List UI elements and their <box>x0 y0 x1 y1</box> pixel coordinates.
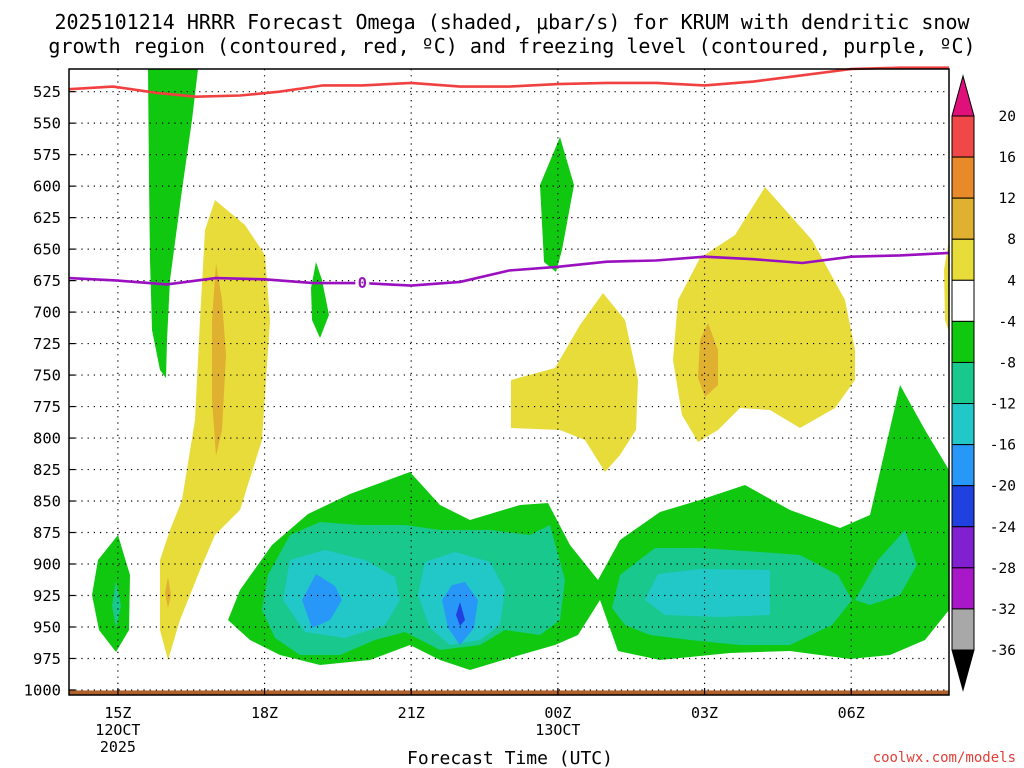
colorbar-band-9 <box>951 485 975 528</box>
y-tick-label-1000: 1000 <box>24 681 61 699</box>
x-axis-label: Forecast Time (UTC) <box>407 748 613 768</box>
omega-green-cell-left <box>92 535 130 652</box>
colorbar-band-2 <box>951 197 975 240</box>
colorbar-label-4: 4 <box>1007 273 1016 289</box>
colorbar-label-7: -12 <box>990 397 1016 413</box>
colorbar-band-10 <box>951 526 975 569</box>
colorbar-label-1: 16 <box>999 150 1016 166</box>
colorbar-top-arrow <box>951 74 975 117</box>
y-tick-label-575: 575 <box>33 146 61 164</box>
y-tick-label-800: 800 <box>33 430 61 448</box>
y-tick-label-875: 875 <box>33 524 61 542</box>
y-tick-label-600: 600 <box>33 178 61 196</box>
colorbar-label-8: -16 <box>990 438 1016 454</box>
y-tick-label-700: 700 <box>33 304 61 322</box>
y-tick-label-675: 675 <box>33 272 61 290</box>
omega-yellow-mid-cell <box>511 293 638 472</box>
colorbar-label-2: 12 <box>999 191 1016 207</box>
colorbar-bottom-arrow <box>951 649 975 692</box>
y-tick-label-650: 650 <box>33 241 61 259</box>
x-tick-label-0-2: 2025 <box>100 738 136 756</box>
chart-title-line-1: 2025101214 HRRR Forecast Omega (shaded, … <box>54 10 970 34</box>
colorbar-label-10: -24 <box>990 520 1016 536</box>
x-tick-label-5-0: 06Z <box>838 704 865 722</box>
x-tick-label-4-0: 03Z <box>691 704 718 722</box>
omega-green-cell-small-1 <box>311 262 329 338</box>
y-tick-label-625: 625 <box>33 209 61 227</box>
colorbar-band-6 <box>951 361 975 405</box>
omega-cyan-right <box>645 569 770 617</box>
y-tick-label-900: 900 <box>33 556 61 574</box>
colorbar-band-5 <box>951 320 975 363</box>
x-tick-label-0-1: 12OCT <box>95 721 140 739</box>
colorbar-band-8 <box>951 444 975 487</box>
omega-teal-cell-left <box>112 580 121 628</box>
omega-teal-far-right <box>855 530 917 605</box>
y-tick-label-725: 725 <box>33 335 61 353</box>
colorbar-band-7 <box>951 403 975 446</box>
y-tick-label-850: 850 <box>33 493 61 511</box>
omega-yellow-right-cell <box>673 187 855 442</box>
colorbar-label-13: -36 <box>990 643 1016 659</box>
freezing-level-line <box>68 251 950 287</box>
colorbar-label-3: 8 <box>1007 232 1016 248</box>
omega-blue-left <box>302 574 342 628</box>
freezing-level-label-text: 0 <box>358 274 367 292</box>
x-tick-label-1-0: 18Z <box>251 704 278 722</box>
credit-text: coolwx.com/models <box>873 750 1016 766</box>
omega-yellow-edge-cell <box>944 240 949 332</box>
y-tick-label-925: 925 <box>33 587 61 605</box>
colorbar-band-4 <box>951 279 975 322</box>
plot-area: 0 <box>68 66 950 696</box>
x-tick-label-3-0: 00Z <box>544 704 571 722</box>
colorbar-band-3 <box>951 238 975 281</box>
dgz-top-line <box>68 66 949 99</box>
y-tick-label-550: 550 <box>33 115 61 133</box>
omega-orange-left-column <box>212 263 226 456</box>
freezing-level-label: 0 <box>355 274 370 292</box>
x-tick-label-2-0: 21Z <box>398 704 425 722</box>
y-tick-label-825: 825 <box>33 461 61 479</box>
colorbar-band-12 <box>951 608 975 651</box>
chart-title-line-2: growth region (contoured, red, ºC) and f… <box>48 34 975 58</box>
omega-shaded-contours <box>92 69 949 670</box>
colorbar-label-9: -20 <box>990 479 1016 495</box>
omega-orange-right-cell <box>698 323 718 397</box>
y-axis: 525 550 575 600 625 650 675 700 725 750 775 800 825 8… <box>24 83 75 699</box>
colorbar-band-0 <box>951 115 975 158</box>
omega-darkblue-mid <box>456 602 465 626</box>
y-tick-label-775: 775 <box>33 398 61 416</box>
colorbar-label-12: -32 <box>990 602 1016 618</box>
colorbar: 20 16 12 8 4 -4 -8 -12 -16 -20 -24 -28 -32 -36 <box>951 74 1017 692</box>
omega-green-cell-small-2 <box>540 137 574 272</box>
y-tick-label-525: 525 <box>33 83 61 101</box>
colorbar-label-0: 20 <box>999 109 1016 125</box>
colorbar-band-1 <box>951 156 975 199</box>
colorbar-label-6: -8 <box>999 355 1016 371</box>
colorbar-band-11 <box>951 567 975 610</box>
y-tick-label-950: 950 <box>33 618 61 636</box>
colorbar-label-11: -28 <box>990 561 1016 577</box>
omega-orange-left-dot <box>165 577 171 608</box>
y-tick-label-975: 975 <box>33 650 61 668</box>
time-gridlines <box>117 69 852 695</box>
ground-layer <box>69 690 949 695</box>
x-tick-label-0-0: 15Z <box>104 704 131 722</box>
colorbar-label-5: -4 <box>999 314 1017 330</box>
x-tick-label-3-1: 13OCT <box>535 721 580 739</box>
y-tick-label-750: 750 <box>33 367 61 385</box>
plot-frame <box>68 68 950 696</box>
omega-green-plume-upper <box>148 69 198 378</box>
